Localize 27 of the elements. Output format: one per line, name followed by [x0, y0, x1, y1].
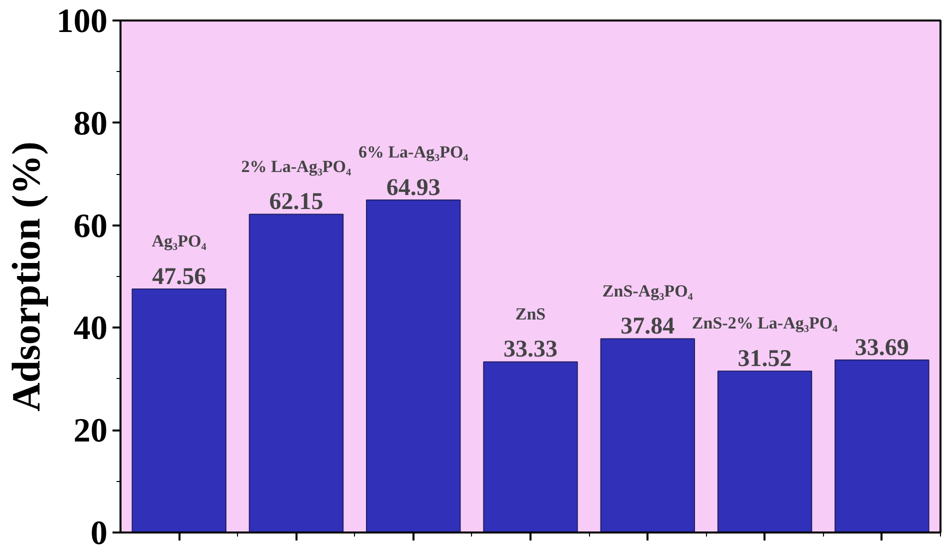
y-tick-label: 40 — [74, 310, 108, 348]
bar — [132, 288, 226, 532]
x-tick-label: ZnS-2% La-Ag₃PO₄ — [692, 314, 838, 333]
y-tick-label: 80 — [74, 105, 108, 142]
x-tick-label: 2% La-Ag₃PO₄ — [241, 156, 352, 176]
bar — [366, 200, 461, 532]
bar — [834, 360, 930, 532]
y-tick-label: 60 — [74, 208, 108, 245]
y-tick-label: 20 — [74, 412, 108, 450]
data-label: 47.56 — [152, 264, 206, 290]
x-tick-label: ZnS-Ag₃PO₄ — [602, 281, 693, 300]
data-label: 31.52 — [738, 346, 792, 372]
data-label: 64.93 — [386, 174, 440, 201]
bar — [717, 370, 812, 532]
data-label: 37.84 — [620, 314, 675, 340]
bar — [248, 214, 344, 532]
x-tick-label: ZnS — [515, 304, 546, 324]
x-tick-label: Ag₃PO₄ — [152, 232, 206, 251]
y-tick-label: 100 — [56, 3, 108, 40]
bar — [600, 338, 695, 532]
y-tick-label: 0 — [90, 515, 108, 552]
data-label: 33.33 — [504, 336, 558, 363]
data-label: 33.69 — [854, 334, 909, 361]
x-tick-label: 6% La-Ag₃PO₄ — [358, 142, 468, 162]
y-axis-title: Adsorption (%) — [4, 141, 48, 412]
data-label: 62.15 — [269, 189, 324, 216]
bar — [483, 361, 578, 532]
